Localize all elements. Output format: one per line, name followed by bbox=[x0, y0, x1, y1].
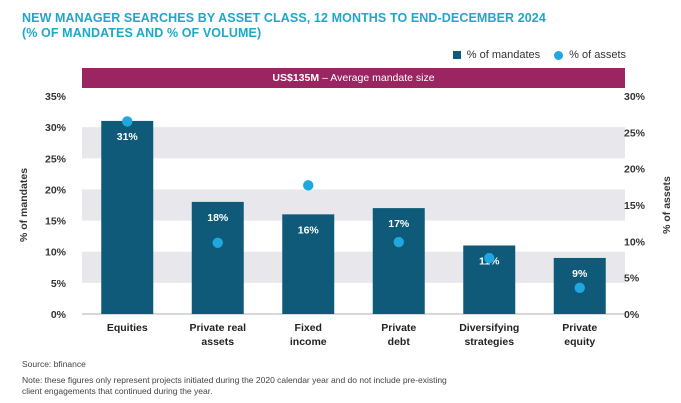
y-tick-label: 30% bbox=[45, 122, 67, 134]
x-tick-label: assets bbox=[201, 336, 234, 348]
footnote-line1: Note: these figures only represent proje… bbox=[22, 375, 447, 385]
source-note: Source: bfinance bbox=[22, 359, 86, 369]
banner-value: US$135M bbox=[272, 72, 320, 84]
bar bbox=[191, 201, 244, 314]
legend-assets-label: % of assets bbox=[569, 49, 626, 61]
x-tick-label: income bbox=[290, 336, 327, 348]
y2-tick-label: 5% bbox=[624, 273, 640, 285]
footnote: Note: these figures only represent proje… bbox=[22, 375, 447, 397]
y2-tick-label: 10% bbox=[624, 236, 646, 248]
bar bbox=[101, 120, 154, 315]
y-tick-label: 10% bbox=[45, 247, 67, 259]
x-tick-label: strategies bbox=[464, 336, 514, 348]
asset-point bbox=[303, 180, 314, 191]
x-tick-label: Private bbox=[562, 322, 597, 334]
bar bbox=[372, 208, 425, 314]
x-tick-label: Private bbox=[381, 322, 416, 334]
footnote-line2: client engagements that continued during… bbox=[22, 386, 213, 396]
asset-point bbox=[393, 236, 404, 248]
bar-value-label: 31% bbox=[117, 131, 139, 143]
asset-point bbox=[212, 237, 223, 248]
y2-axis-title: % of assets bbox=[661, 176, 673, 234]
y2-tick-label: 25% bbox=[624, 127, 646, 139]
bar-value-label: 9% bbox=[572, 268, 588, 280]
chart-title-line1: NEW MANAGER SEARCHES BY ASSET CLASS, 12 … bbox=[22, 11, 546, 25]
y-tick-label: 35% bbox=[45, 91, 67, 103]
asset-point bbox=[574, 282, 585, 294]
asset-point bbox=[122, 116, 133, 127]
x-tick-label: Diversifying bbox=[459, 322, 519, 334]
legend-assets-swatch bbox=[554, 50, 564, 60]
y-tick-label: 0% bbox=[51, 309, 67, 321]
x-tick-label: Private real bbox=[189, 322, 246, 334]
bar bbox=[282, 214, 335, 314]
grid-band bbox=[82, 251, 625, 283]
banner-text: – Average mandate size bbox=[322, 72, 435, 84]
legend: % of mandates % of assets bbox=[452, 49, 626, 61]
y-axis-title: % of mandates bbox=[18, 168, 30, 242]
x-tick-label: equity bbox=[564, 336, 595, 348]
grid-band bbox=[82, 127, 625, 159]
chart-title-line2: (% OF MANDATES AND % OF VOLUME) bbox=[22, 26, 262, 40]
asset-point bbox=[484, 252, 495, 264]
y2-tick-label: 15% bbox=[624, 200, 646, 212]
x-tick-label: debt bbox=[388, 336, 411, 348]
bar-value-label: 16% bbox=[298, 224, 320, 236]
y-tick-label: 15% bbox=[45, 216, 67, 228]
legend-mandates-label: % of mandates bbox=[466, 49, 541, 61]
y-tick-label: 5% bbox=[51, 278, 67, 290]
legend-mandates-swatch bbox=[452, 51, 461, 59]
grid-band bbox=[82, 189, 625, 221]
chart-title: NEW MANAGER SEARCHES BY ASSET CLASS, 12 … bbox=[22, 11, 546, 41]
y2-tick-label: 30% bbox=[624, 91, 646, 103]
bar-value-label: 18% bbox=[207, 212, 229, 224]
y-tick-label: 20% bbox=[45, 184, 67, 196]
x-tick-label: Equities bbox=[107, 322, 148, 334]
y2-tick-label: 0% bbox=[624, 309, 640, 321]
y-tick-label: 25% bbox=[45, 153, 67, 165]
bar-value-label: 17% bbox=[388, 218, 410, 230]
average-mandate-banner: US$135M – Average mandate size bbox=[82, 68, 625, 88]
y2-tick-label: 20% bbox=[624, 164, 646, 176]
x-tick-label: Fixed bbox=[295, 322, 322, 334]
